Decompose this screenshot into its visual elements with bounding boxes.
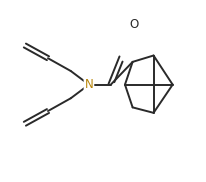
Text: O: O [128, 18, 137, 31]
Text: N: N [84, 78, 93, 91]
